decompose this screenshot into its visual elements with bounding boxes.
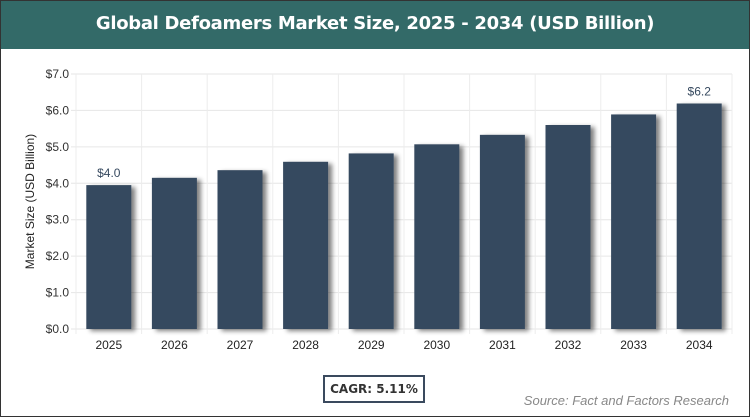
y-tick-label: $0.0 bbox=[46, 322, 70, 336]
y-tick-label: $1.0 bbox=[46, 286, 70, 300]
y-tick-label: $6.0 bbox=[46, 103, 70, 117]
bar-2026 bbox=[151, 177, 197, 329]
bar-2028 bbox=[283, 161, 329, 329]
chart-title: Global Defoamers Market Size, 2025 - 203… bbox=[1, 1, 749, 49]
y-tick-label: $5.0 bbox=[46, 140, 70, 154]
bar-2030 bbox=[414, 144, 460, 329]
bar-2025 bbox=[86, 185, 132, 329]
source-note: Source: Fact and Factors Research bbox=[523, 393, 729, 408]
x-tick-label: 2032 bbox=[555, 338, 582, 352]
x-tick-label: 2026 bbox=[161, 338, 188, 352]
y-tick-label: $3.0 bbox=[46, 213, 70, 227]
bar-2029 bbox=[348, 153, 394, 329]
bar-2032 bbox=[545, 125, 591, 329]
x-tick-label: 2030 bbox=[423, 338, 450, 352]
bar-2027 bbox=[217, 170, 263, 329]
x-tick-label: 2029 bbox=[358, 338, 385, 352]
x-tick-label: 2025 bbox=[95, 338, 122, 352]
data-label-2034: $6.2 bbox=[688, 85, 712, 99]
y-tick-label: $2.0 bbox=[46, 249, 70, 263]
cagr-badge: CAGR: 5.11% bbox=[323, 375, 425, 403]
bar-2033 bbox=[611, 114, 657, 329]
y-tick-label: $4.0 bbox=[46, 176, 70, 190]
x-tick-label: 2034 bbox=[686, 338, 713, 352]
y-tick-label: $7.0 bbox=[46, 67, 70, 81]
bar-2034 bbox=[676, 103, 722, 329]
y-axis-label: Market Size (USD Billion) bbox=[23, 134, 37, 269]
x-tick-label: 2033 bbox=[620, 338, 647, 352]
data-label-2025: $4.0 bbox=[97, 166, 121, 180]
x-tick-label: 2028 bbox=[292, 338, 319, 352]
x-tick-label: 2027 bbox=[227, 338, 254, 352]
bar-chart: $0.0 $1.0 $2.0 $3.0 $4.0 $5.0 $6.0 $7.0 Market S… bbox=[23, 67, 733, 352]
bar-2031 bbox=[479, 134, 525, 329]
x-tick-label: 2031 bbox=[489, 338, 516, 352]
